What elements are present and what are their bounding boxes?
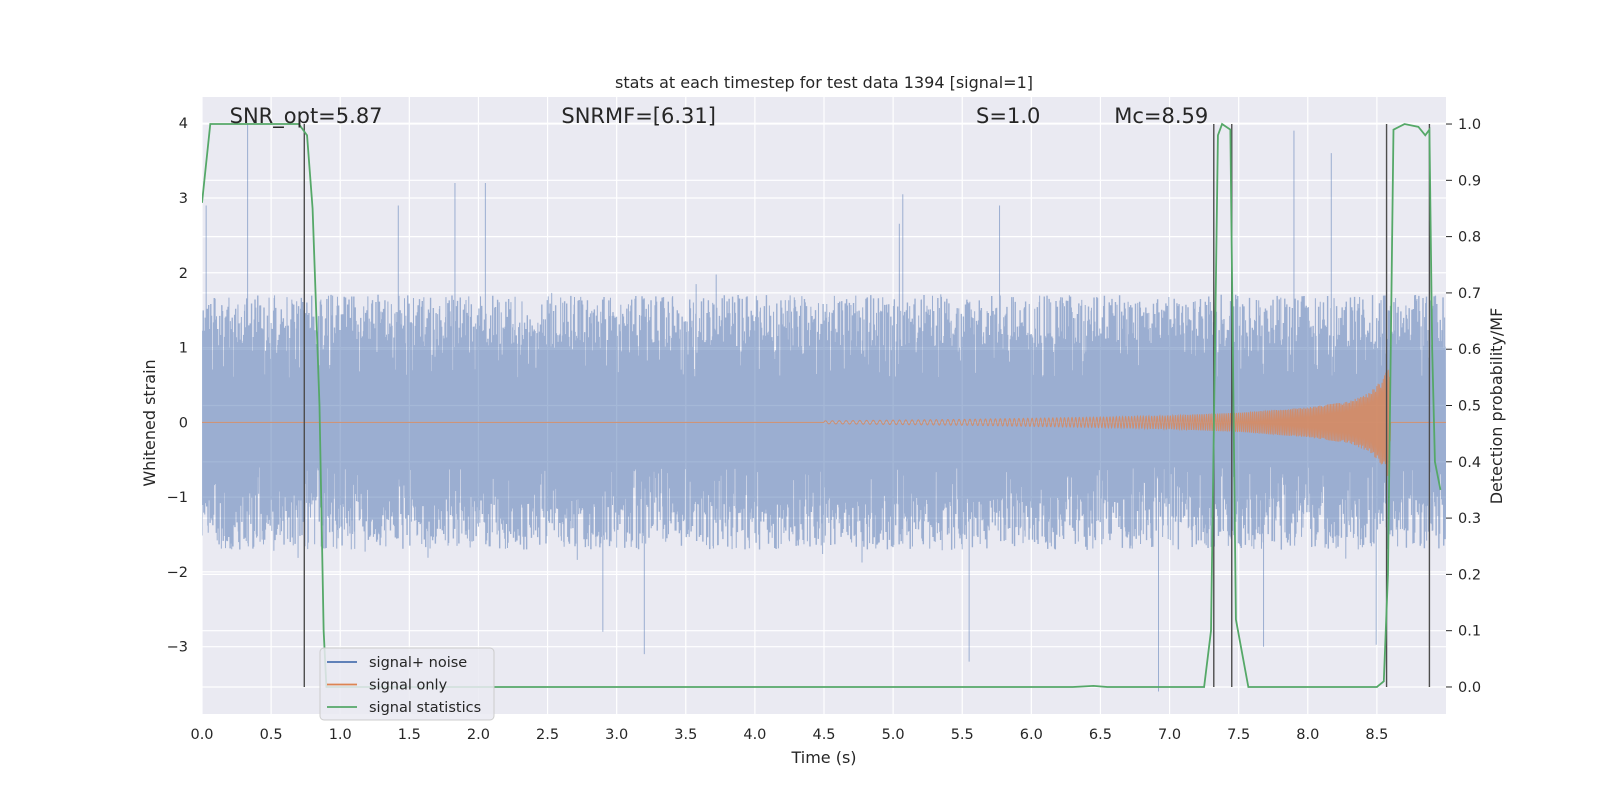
y-right-tick-label: 0.3: [1458, 511, 1481, 527]
series-signal-noise-line: [202, 123, 1446, 692]
x-axis-title: Time (s): [790, 748, 856, 767]
y-tick-label: 2: [179, 266, 188, 282]
x-tick-label: 2.0: [467, 727, 490, 743]
legend-box: [319, 647, 495, 721]
legend-label: signal+ noise: [369, 655, 467, 671]
legend: signal+ noise signal only signal statistic…: [319, 647, 495, 721]
x-tick-label: 8.0: [1296, 727, 1319, 743]
x-tick-label: 4.5: [812, 727, 835, 743]
y-right-axis-title: Detection probability/MF: [1487, 308, 1506, 505]
y-axis-title: Whitened strain: [140, 359, 159, 486]
y-right-tick-label: 0.1: [1458, 624, 1481, 640]
x-tick-label: 7.0: [1158, 727, 1181, 743]
y-tick-label: 4: [179, 116, 188, 132]
annotation-label: SNRMF=[6.31]: [561, 104, 716, 128]
annotation-label: Mc=8.59: [1114, 104, 1208, 128]
plot-area: [202, 122, 1446, 692]
y-tick-label: 1: [179, 341, 188, 357]
y-right-tick-label: 0.9: [1458, 173, 1481, 189]
y-tick-label: −1: [167, 490, 188, 506]
x-tick-label: 6.5: [1089, 727, 1112, 743]
legend-label: signal only: [369, 678, 448, 694]
annotation-label: SNR_opt=5.87: [230, 104, 383, 129]
y-right-tick-label: 0.8: [1458, 230, 1481, 246]
x-tick-label: 0.0: [190, 727, 213, 743]
x-tick-label: 6.0: [1020, 727, 1043, 743]
x-tick-label: 1.0: [329, 727, 352, 743]
x-tick-label: 0.5: [260, 727, 283, 743]
y-right-tick-label: 0.7: [1458, 286, 1481, 302]
y-right-tick-label: 0.4: [1458, 455, 1481, 471]
y-tick-label: 3: [179, 191, 188, 207]
x-tick-label: 3.0: [605, 727, 628, 743]
x-tick-label: 5.5: [951, 727, 974, 743]
x-tick-label: 3.5: [674, 727, 697, 743]
series-signal-statistics-line: [202, 122, 1442, 688]
y-right-tick-label: 1.0: [1458, 117, 1481, 133]
annotations: SNR_opt=5.87 SNRMF=[6.31] S=1.0 Mc=8.59: [230, 104, 1209, 129]
axes: 0.0 0.5 1.0 1.5 2.0 2.5 3.0 3.5 4.0 4.5 5.0 5.5 6.0 6…: [167, 116, 1481, 743]
x-tick-label: 5.0: [882, 727, 905, 743]
x-tick-label: 1.5: [398, 727, 421, 743]
y-right-tick-label: 0.2: [1458, 567, 1481, 583]
y-right-tick-label: 0.6: [1458, 342, 1481, 358]
y-tick-label: −3: [167, 640, 188, 656]
series-signal-only-line: [202, 369, 1446, 481]
x-tick-label: 7.5: [1227, 727, 1250, 743]
x-tick-label: 4.0: [743, 727, 766, 743]
y-tick-label: −2: [167, 565, 188, 581]
annotation-label: S=1.0: [976, 104, 1040, 128]
y-right-tick-label: 0.5: [1458, 399, 1481, 415]
chart-title: stats at each timestep for test data 139…: [615, 73, 1033, 92]
y-tick-label: 0: [179, 415, 188, 431]
legend-label: signal statistics: [369, 700, 481, 716]
x-tick-label: 2.5: [536, 727, 559, 743]
y-right-tick-label: 0.0: [1458, 680, 1481, 696]
x-tick-label: 8.5: [1365, 727, 1388, 743]
